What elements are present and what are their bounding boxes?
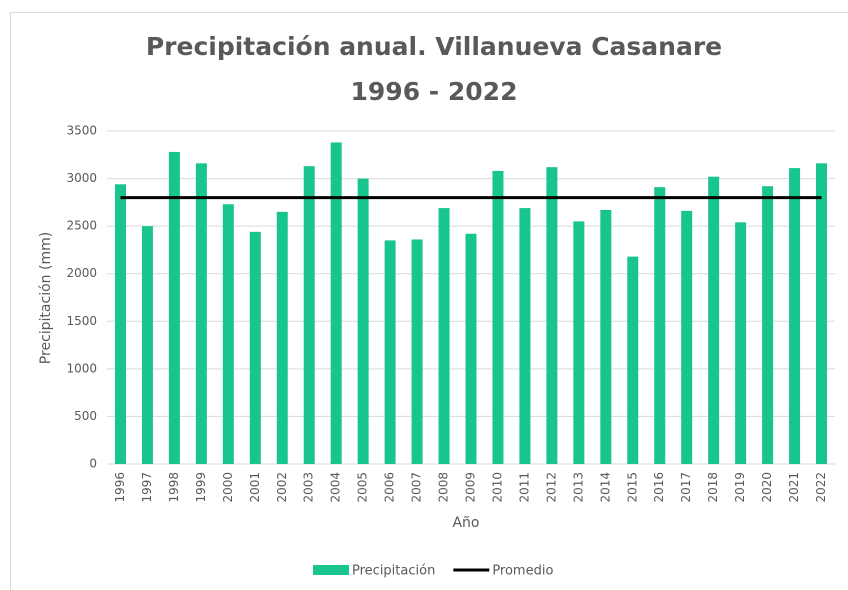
bar xyxy=(546,167,558,464)
x-tick-label: 2004 xyxy=(329,472,343,503)
x-tick-label: 2005 xyxy=(356,472,370,503)
y-tick-label: 2000 xyxy=(66,266,97,280)
x-tick-label: 2010 xyxy=(490,472,504,503)
y-tick-label: 0 xyxy=(89,457,97,471)
bar xyxy=(573,221,585,464)
x-tick-label: 1996 xyxy=(113,472,127,503)
x-tick-label: 2015 xyxy=(625,472,639,503)
x-tick-label: 2009 xyxy=(464,472,478,503)
bar xyxy=(519,208,531,464)
x-tick-label: 2016 xyxy=(652,472,666,503)
x-tick-label: 2001 xyxy=(248,472,262,503)
y-axis-label: Precipitación (mm) xyxy=(38,232,54,364)
x-tick-label: 1997 xyxy=(140,472,154,503)
chart-subtitle: 1996 - 2022 xyxy=(351,77,518,106)
bar xyxy=(168,151,180,464)
y-tick-label: 3000 xyxy=(66,171,97,185)
x-tick-label: 2014 xyxy=(598,472,612,503)
x-tick-label: 2021 xyxy=(787,472,801,503)
bar xyxy=(357,178,369,465)
bar xyxy=(330,142,342,464)
bar xyxy=(627,256,639,464)
x-tick-label: 1999 xyxy=(194,472,208,503)
y-tick-label: 1500 xyxy=(66,314,97,328)
y-tick-label: 2500 xyxy=(66,219,97,233)
x-tick-label: 2008 xyxy=(437,472,451,503)
x-tick-label: 2002 xyxy=(275,472,289,503)
bar xyxy=(789,168,801,464)
x-tick-label: 2011 xyxy=(517,472,531,503)
x-tick-label: 2013 xyxy=(571,472,585,503)
legend-swatch xyxy=(313,565,349,575)
bar xyxy=(465,233,477,464)
bar xyxy=(384,240,396,464)
x-tick-label: 2018 xyxy=(706,472,720,503)
x-tick-label: 2019 xyxy=(733,472,747,503)
bar xyxy=(411,239,423,464)
x-tick-label: 2020 xyxy=(760,472,774,503)
x-tick-label: 2003 xyxy=(302,472,316,503)
bar xyxy=(654,187,666,465)
bar xyxy=(303,166,315,464)
bar xyxy=(762,186,774,464)
bar xyxy=(600,209,612,464)
bar xyxy=(249,231,261,464)
x-tick-label: 2007 xyxy=(410,472,424,503)
chart-title: Precipitación anual. Villanueva Casanare xyxy=(146,32,722,61)
x-tick-label: 2000 xyxy=(221,472,235,503)
x-axis-label: Año xyxy=(452,515,479,531)
bar xyxy=(816,163,828,464)
legend-label: Precipitación xyxy=(352,564,435,579)
bar xyxy=(438,208,450,464)
bar xyxy=(681,210,693,464)
x-tick-label: 2006 xyxy=(383,472,397,503)
y-tick-label: 3500 xyxy=(66,124,97,138)
bar xyxy=(708,176,720,464)
bar xyxy=(735,222,747,464)
bar xyxy=(114,184,126,464)
bar xyxy=(492,170,504,464)
x-tick-label: 2012 xyxy=(544,472,558,503)
bar xyxy=(195,163,207,464)
bar xyxy=(141,226,153,464)
bar xyxy=(222,204,234,464)
y-tick-label: 500 xyxy=(74,409,97,423)
legend-label: Promedio xyxy=(492,564,553,579)
chart-border xyxy=(10,12,848,590)
bar xyxy=(276,211,288,464)
x-tick-label: 2017 xyxy=(679,472,693,503)
x-tick-label: 2022 xyxy=(814,472,828,503)
y-tick-label: 1000 xyxy=(66,361,97,375)
x-tick-label: 1998 xyxy=(167,472,181,503)
